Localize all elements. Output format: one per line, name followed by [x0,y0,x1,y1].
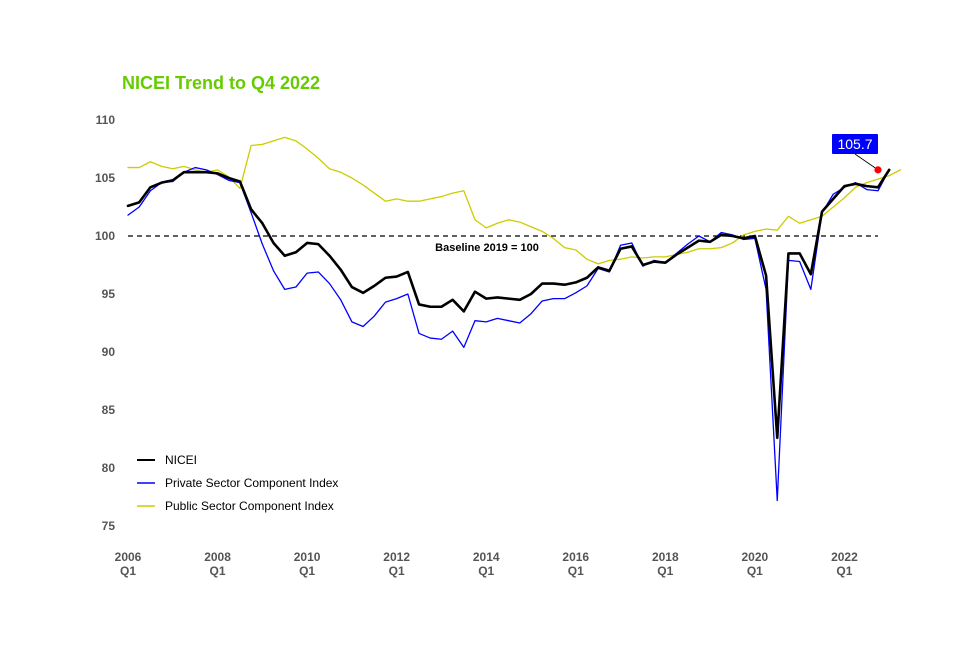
x-tick-quarter-label: Q1 [747,564,763,578]
legend-label: Public Sector Component Index [165,499,334,513]
series-lines [126,136,902,502]
callout-box [832,134,878,154]
x-tick-quarter-label: Q1 [120,564,136,578]
series-line-public-sector-component-index [127,136,902,265]
latest-value-marker [874,166,882,174]
legend-label: NICEI [165,453,197,467]
x-tick-quarter-label: Q1 [389,564,405,578]
series-line-private-sector-component-index [127,166,890,502]
x-tick-year-label: 2006 [115,550,142,564]
callout-label: 105.7 [837,136,872,152]
x-tick-year-label: 2020 [742,550,769,564]
x-tick-year-label: 2018 [652,550,679,564]
x-tick-year-label: 2008 [204,550,231,564]
series-line-nicei [126,168,891,440]
x-tick-year-label: 2016 [562,550,589,564]
baseline-label: Baseline 2019 = 100 [435,242,539,254]
y-tick-label: 105 [95,171,115,185]
y-tick-label: 90 [102,345,116,359]
y-tick-label: 75 [102,519,116,533]
y-tick-label: 100 [95,229,115,243]
x-tick-year-label: 2022 [831,550,858,564]
x-tick-quarter-label: Q1 [657,564,673,578]
y-tick-label: 80 [102,461,116,475]
y-tick-label: 95 [102,287,116,301]
x-axis: 2006Q12008Q12010Q12012Q12014Q12016Q12018… [115,550,858,578]
latest-value-callout: 105.7 [832,134,882,174]
legend: NICEI Private Sector Component Index Publi… [137,453,338,513]
x-tick-quarter-label: Q1 [568,564,584,578]
chart-title: NICEI Trend to Q4 2022 [122,73,320,93]
x-tick-year-label: 2010 [294,550,321,564]
y-tick-label: 85 [102,403,116,417]
x-tick-year-label: 2012 [383,550,410,564]
x-tick-quarter-label: Q1 [478,564,494,578]
x-tick-quarter-label: Q1 [299,564,315,578]
callout-leader-line [854,153,879,171]
baseline: Baseline 2019 = 100 [128,235,878,254]
y-tick-label: 110 [96,113,116,127]
x-tick-year-label: 2014 [473,550,500,564]
legend-label: Private Sector Component Index [165,476,338,490]
y-axis: 110 105 100 95 90 85 80 75 [95,113,115,533]
x-tick-quarter-label: Q1 [836,564,852,578]
x-tick-quarter-label: Q1 [210,564,226,578]
